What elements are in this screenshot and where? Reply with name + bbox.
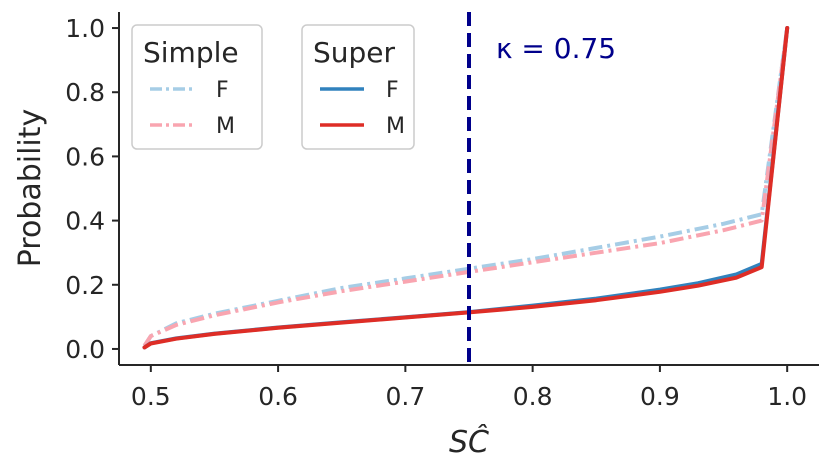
x-axis-label: SĈ (449, 423, 489, 460)
legend-title: Simple (143, 36, 239, 69)
series-line-simple-m (142, 27, 790, 347)
x-tick-label: 0.7 (385, 382, 425, 411)
legend-entry-label: F (216, 78, 229, 103)
y-tick-label: 0.6 (65, 142, 105, 171)
y-ticks: 0.0 0.2 0.4 0.6 0.8 1.0 (65, 14, 119, 364)
y-axis-label: Probability (13, 109, 48, 268)
legend-frame (131, 24, 263, 150)
kappa-label: κ = 0.75 (496, 32, 616, 65)
kappa-annotation: κ = 0.75 (467, 12, 616, 365)
x-tick-label: 0.5 (131, 382, 171, 411)
legend-box-simple: Simple FM (131, 24, 263, 150)
legend-frame (301, 24, 415, 150)
legend-box-super: Super FM (301, 24, 415, 150)
x-tick-label: 0.9 (640, 382, 680, 411)
axes: 0.5 0.6 0.7 0.8 0.9 1.0 0.0 0.2 0.4 0.6 0.8 1.0 SĈ… (13, 12, 819, 460)
y-tick-label: 0.0 (65, 335, 105, 364)
y-tick-label: 0.4 (65, 207, 105, 236)
y-tick-label: 0.8 (65, 78, 105, 107)
x-tick-label: 1.0 (767, 382, 807, 411)
legend-entry-label: F (386, 78, 399, 103)
legend-entry-label: M (386, 114, 405, 139)
y-tick-label: 0.2 (65, 271, 105, 300)
legend-entry-label: M (216, 114, 235, 139)
y-tick-label: 1.0 (65, 14, 105, 43)
x-tick-label: 0.6 (258, 382, 298, 411)
x-tick-label: 0.8 (513, 382, 553, 411)
x-ticks: 0.5 0.6 0.7 0.8 0.9 1.0 (131, 365, 807, 411)
legend-title: Super (313, 36, 396, 69)
